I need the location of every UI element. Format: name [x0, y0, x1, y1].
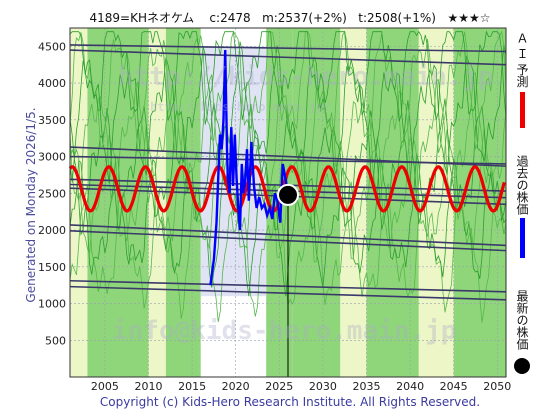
- ensemble-line: [70, 30, 506, 153]
- watermark-email: info@kids-hero.main.jp: [112, 316, 457, 346]
- legend-swatch-past: [520, 218, 525, 258]
- trend-line: [69, 49, 507, 66]
- background-band: [366, 28, 419, 377]
- legend-swatch-latest: [514, 358, 530, 374]
- x-tick-label: 2040: [396, 380, 424, 393]
- y-tick-label: 500: [45, 334, 66, 347]
- latest-price-marker: [277, 183, 299, 206]
- y-tick-label: 4500: [38, 40, 66, 53]
- stock-name: 4189=KHネオケム: [89, 11, 195, 25]
- x-tick-label: 2025: [265, 380, 293, 393]
- x-tick-label: 2030: [309, 380, 337, 393]
- x-tick-label: 2015: [178, 380, 206, 393]
- watermark-url: http://kids-hero.main.jp: [118, 62, 494, 92]
- chart-title: 4189=KHネオケム c:2478 m:2537(+2%) t:2508(+1…: [70, 9, 510, 26]
- legend-label-past: 過去の株価: [515, 155, 529, 215]
- legend-label-latest: 最新の株価: [515, 290, 529, 350]
- ensemble-line: [70, 30, 506, 125]
- x-tick-label: 2010: [134, 380, 162, 393]
- trend-line: [69, 44, 507, 53]
- ai-forecast-line: [68, 165, 506, 213]
- x-tick-label: 2045: [440, 380, 468, 393]
- rating-stars: ★★★☆: [447, 11, 491, 25]
- legend-label-ai: Ａ Ｉ 予測: [515, 32, 529, 88]
- trend-line: [69, 155, 507, 165]
- m-value: m:2537(+2%): [262, 11, 347, 25]
- plot-frame: [69, 27, 507, 378]
- copyright-footer: Copyright (c) Kids-Hero Research Institu…: [99, 395, 481, 409]
- y-tick-label: 2500: [38, 187, 66, 200]
- y-tick-label: 3500: [38, 114, 66, 127]
- y-tick-label: 1000: [38, 298, 66, 311]
- past-price-line: [209, 49, 290, 286]
- y-tick-label: 2000: [38, 224, 66, 237]
- ensemble-line: [70, 41, 506, 184]
- x-tick-label: 2005: [91, 380, 119, 393]
- x-tick-label: 2020: [222, 380, 250, 393]
- y-tick-label: 4000: [38, 77, 66, 90]
- close-value: c:2478: [209, 11, 251, 25]
- x-tick-label: 2035: [352, 380, 380, 393]
- y-tick-label: 1500: [38, 261, 66, 274]
- t-value: t:2508(+1%): [358, 11, 436, 25]
- y-tick-label: 3000: [38, 151, 66, 164]
- ensemble-line: [70, 72, 506, 213]
- watermark-url-small: http://kids-hero.main.jp/: [150, 100, 331, 114]
- legend-swatch-ai: [520, 92, 525, 128]
- x-tick-label: 2050: [483, 380, 511, 393]
